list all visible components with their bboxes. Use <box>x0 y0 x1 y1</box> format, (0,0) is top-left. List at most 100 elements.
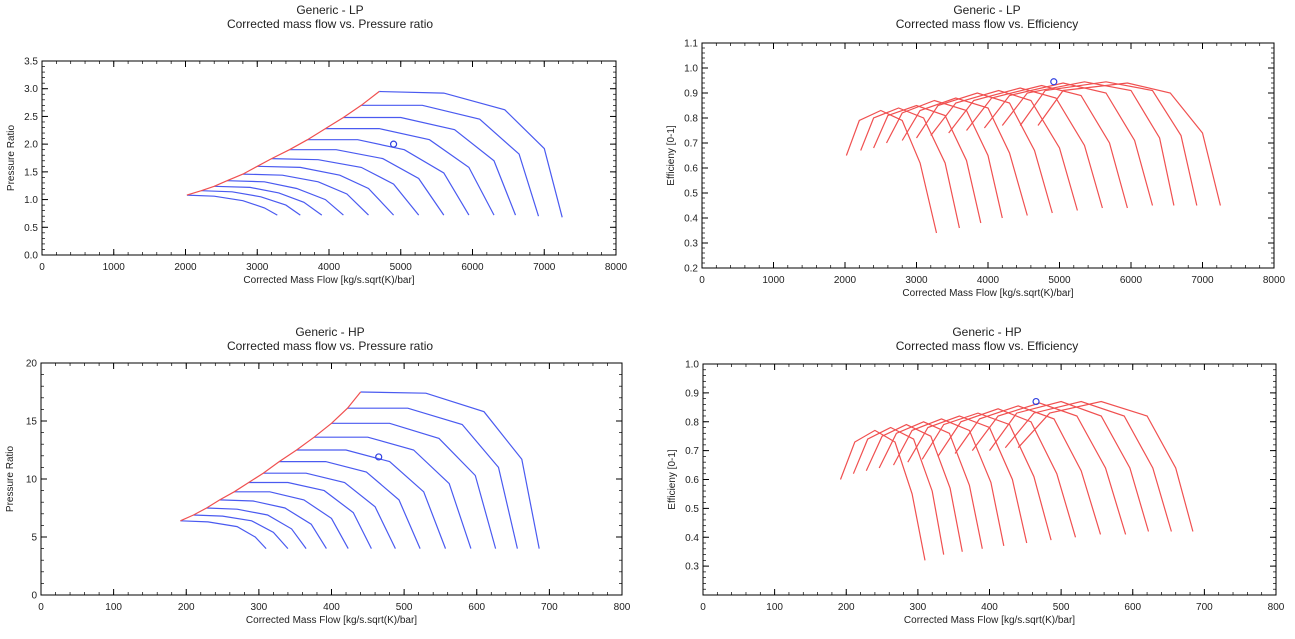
speed-lines <box>839 400 1194 561</box>
x-tick-label: 5000 <box>1048 275 1071 286</box>
y-tick-label: 0.3 <box>684 239 698 250</box>
speed-line-9 <box>296 449 447 549</box>
speed-line-3 <box>873 104 982 224</box>
chart-subtitle: Corrected mass flow vs. Efficiency <box>896 339 1079 353</box>
x-tick-label: 3000 <box>246 262 269 273</box>
y-tick-label: 0.8 <box>684 114 698 125</box>
x-tick-label: 3000 <box>905 275 928 286</box>
x-tick-label: 500 <box>396 602 413 613</box>
y-tick-label: 2.5 <box>24 112 38 123</box>
speed-line-1 <box>845 109 938 234</box>
speed-line-12 <box>1019 81 1198 206</box>
x-tick-label: 2000 <box>174 262 197 273</box>
x-tick-label: 200 <box>838 602 855 613</box>
speed-line-2 <box>201 190 301 216</box>
speed-line-2 <box>852 426 945 555</box>
speed-line-1 <box>186 194 278 216</box>
speed-line-8 <box>279 461 421 549</box>
y-tick-label: 0.4 <box>684 214 698 225</box>
y-tick-label: 0.7 <box>685 446 699 457</box>
speed-line-10 <box>314 436 472 549</box>
speed-line-13 <box>379 90 563 218</box>
speed-line-4 <box>219 499 327 549</box>
x-tick-label: 600 <box>1124 602 1141 613</box>
speed-line-1 <box>839 429 926 561</box>
speed-line-6 <box>248 481 372 549</box>
speed-line-11 <box>1001 81 1175 206</box>
speed-line-13 <box>360 391 540 549</box>
speed-line-7 <box>271 158 420 216</box>
speed-line-5 <box>234 491 349 549</box>
y-tick-label: 0.4 <box>685 533 699 544</box>
y-axis-label: Pressure Ratio <box>5 445 16 512</box>
x-tick-label: 0 <box>700 602 706 613</box>
speed-line-5 <box>892 418 1005 547</box>
y-tick-label: 0.7 <box>684 139 698 150</box>
x-tick-label: 100 <box>105 602 122 613</box>
x-tick-label: 4000 <box>977 275 1000 286</box>
y-axis-label: Efficieny [0-1] <box>667 449 678 510</box>
y-axis-label: Pressure Ratio <box>6 124 17 191</box>
operating-point-marker <box>375 453 383 461</box>
operating-point-marker <box>1032 397 1040 406</box>
speed-line-9 <box>966 84 1128 209</box>
x-tick-label: 400 <box>323 602 340 613</box>
speed-line-13 <box>1037 82 1221 206</box>
minor-ticks <box>41 60 617 256</box>
surge-line <box>180 391 362 522</box>
y-tick-label: 1.1 <box>684 39 698 50</box>
speed-line-9 <box>954 405 1102 535</box>
y-tick-label: 0.8 <box>685 417 699 428</box>
y-tick-label: 0.9 <box>685 388 699 399</box>
x-axis-label: Corrected Mass Flow [kg/s.sqrt(K)/bar] <box>243 275 414 286</box>
y-tick-label: 1.5 <box>24 167 38 178</box>
y-tick-label: 3.0 <box>24 84 38 95</box>
x-tick-label: 1000 <box>103 262 126 273</box>
speed-lines <box>845 81 1221 234</box>
speed-line-2 <box>860 107 960 229</box>
speed-line-7 <box>921 412 1052 541</box>
x-tick-label: 1000 <box>762 275 785 286</box>
plot-frame <box>41 60 617 256</box>
speed-line-2 <box>193 514 289 550</box>
speed-line-13 <box>1017 400 1194 532</box>
x-tick-label: 300 <box>251 602 268 613</box>
y-tick-label: 0.5 <box>685 504 699 515</box>
speed-line-4 <box>227 180 344 216</box>
speed-line-8 <box>948 87 1103 209</box>
speed-line-6 <box>907 415 1028 544</box>
y-tick-label: 0.5 <box>684 189 698 200</box>
chart-subtitle: Corrected mass flow vs. Pressure ratio <box>227 339 433 353</box>
x-tick-label: 700 <box>1196 602 1213 613</box>
speed-line-7 <box>930 89 1078 211</box>
speed-line-7 <box>263 472 396 549</box>
x-tick-label: 300 <box>910 602 927 613</box>
x-tick-label: 800 <box>614 602 631 613</box>
speed-line-12 <box>361 104 540 217</box>
speed-line-3 <box>214 185 323 216</box>
speed-line-11 <box>343 116 517 216</box>
chart-title: Generic - LP <box>953 3 1020 17</box>
y-tick-label: 0.3 <box>685 562 699 573</box>
speed-line-3 <box>206 507 307 549</box>
x-tick-label: 800 <box>1268 602 1285 613</box>
x-tick-label: 2000 <box>834 275 857 286</box>
x-tick-label: 7000 <box>1191 275 1214 286</box>
x-axis-label: Corrected Mass Flow [kg/s.sqrt(K)/bar] <box>904 615 1075 626</box>
x-tick-label: 4000 <box>318 262 341 273</box>
y-tick-label: 20 <box>26 359 38 370</box>
speed-lines <box>180 391 540 550</box>
x-tick-label: 100 <box>766 602 783 613</box>
y-tick-label: 0.6 <box>684 164 698 175</box>
y-axis-label: Efficieny [0-1] <box>666 125 677 186</box>
speed-line-6 <box>257 165 395 216</box>
y-tick-label: 2.0 <box>24 140 38 151</box>
x-tick-label: 8000 <box>1263 275 1286 286</box>
y-tick-label: 0.2 <box>684 264 698 275</box>
x-tick-label: 0 <box>39 262 45 273</box>
speed-line-8 <box>937 408 1077 538</box>
speed-line-10 <box>971 402 1127 535</box>
